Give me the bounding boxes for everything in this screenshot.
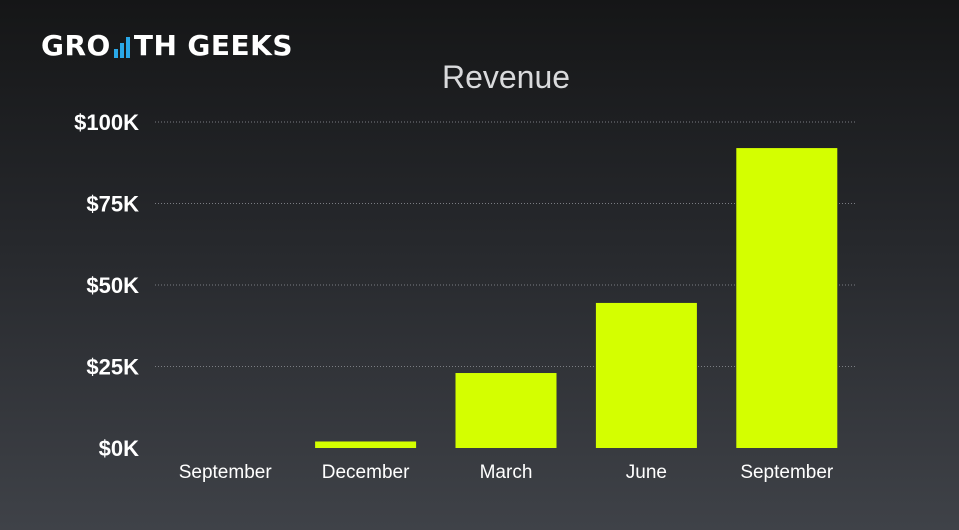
bar — [595, 302, 697, 448]
x-tick-label: June — [626, 462, 667, 483]
bars — [315, 148, 838, 448]
brand-name-part2: TH — [133, 29, 178, 62]
bar — [315, 441, 417, 448]
y-tick-label: $100K — [74, 110, 139, 135]
chart-title: Revenue — [442, 59, 570, 95]
x-tick-label: December — [322, 462, 410, 483]
y-tick-label: $75K — [86, 192, 139, 217]
x-axis-ticks: September December March June September — [179, 462, 834, 483]
y-tick-label: $25K — [86, 355, 139, 380]
brand-logo: GRO TH GEEKS — [41, 30, 293, 62]
y-tick-label: $50K — [86, 273, 139, 298]
x-tick-label: September — [179, 462, 273, 483]
x-tick-label: September — [740, 462, 834, 483]
y-tick-label: $0K — [99, 436, 139, 461]
x-tick-label: March — [480, 462, 533, 483]
brand-name-part1: GRO — [41, 29, 111, 62]
y-axis-ticks: $0K $25K $50K $75K $100K — [74, 110, 139, 461]
bar — [736, 148, 838, 448]
bar-chart-icon — [113, 34, 132, 58]
brand-name-part3: GEEKS — [187, 29, 294, 62]
bar — [455, 373, 557, 448]
